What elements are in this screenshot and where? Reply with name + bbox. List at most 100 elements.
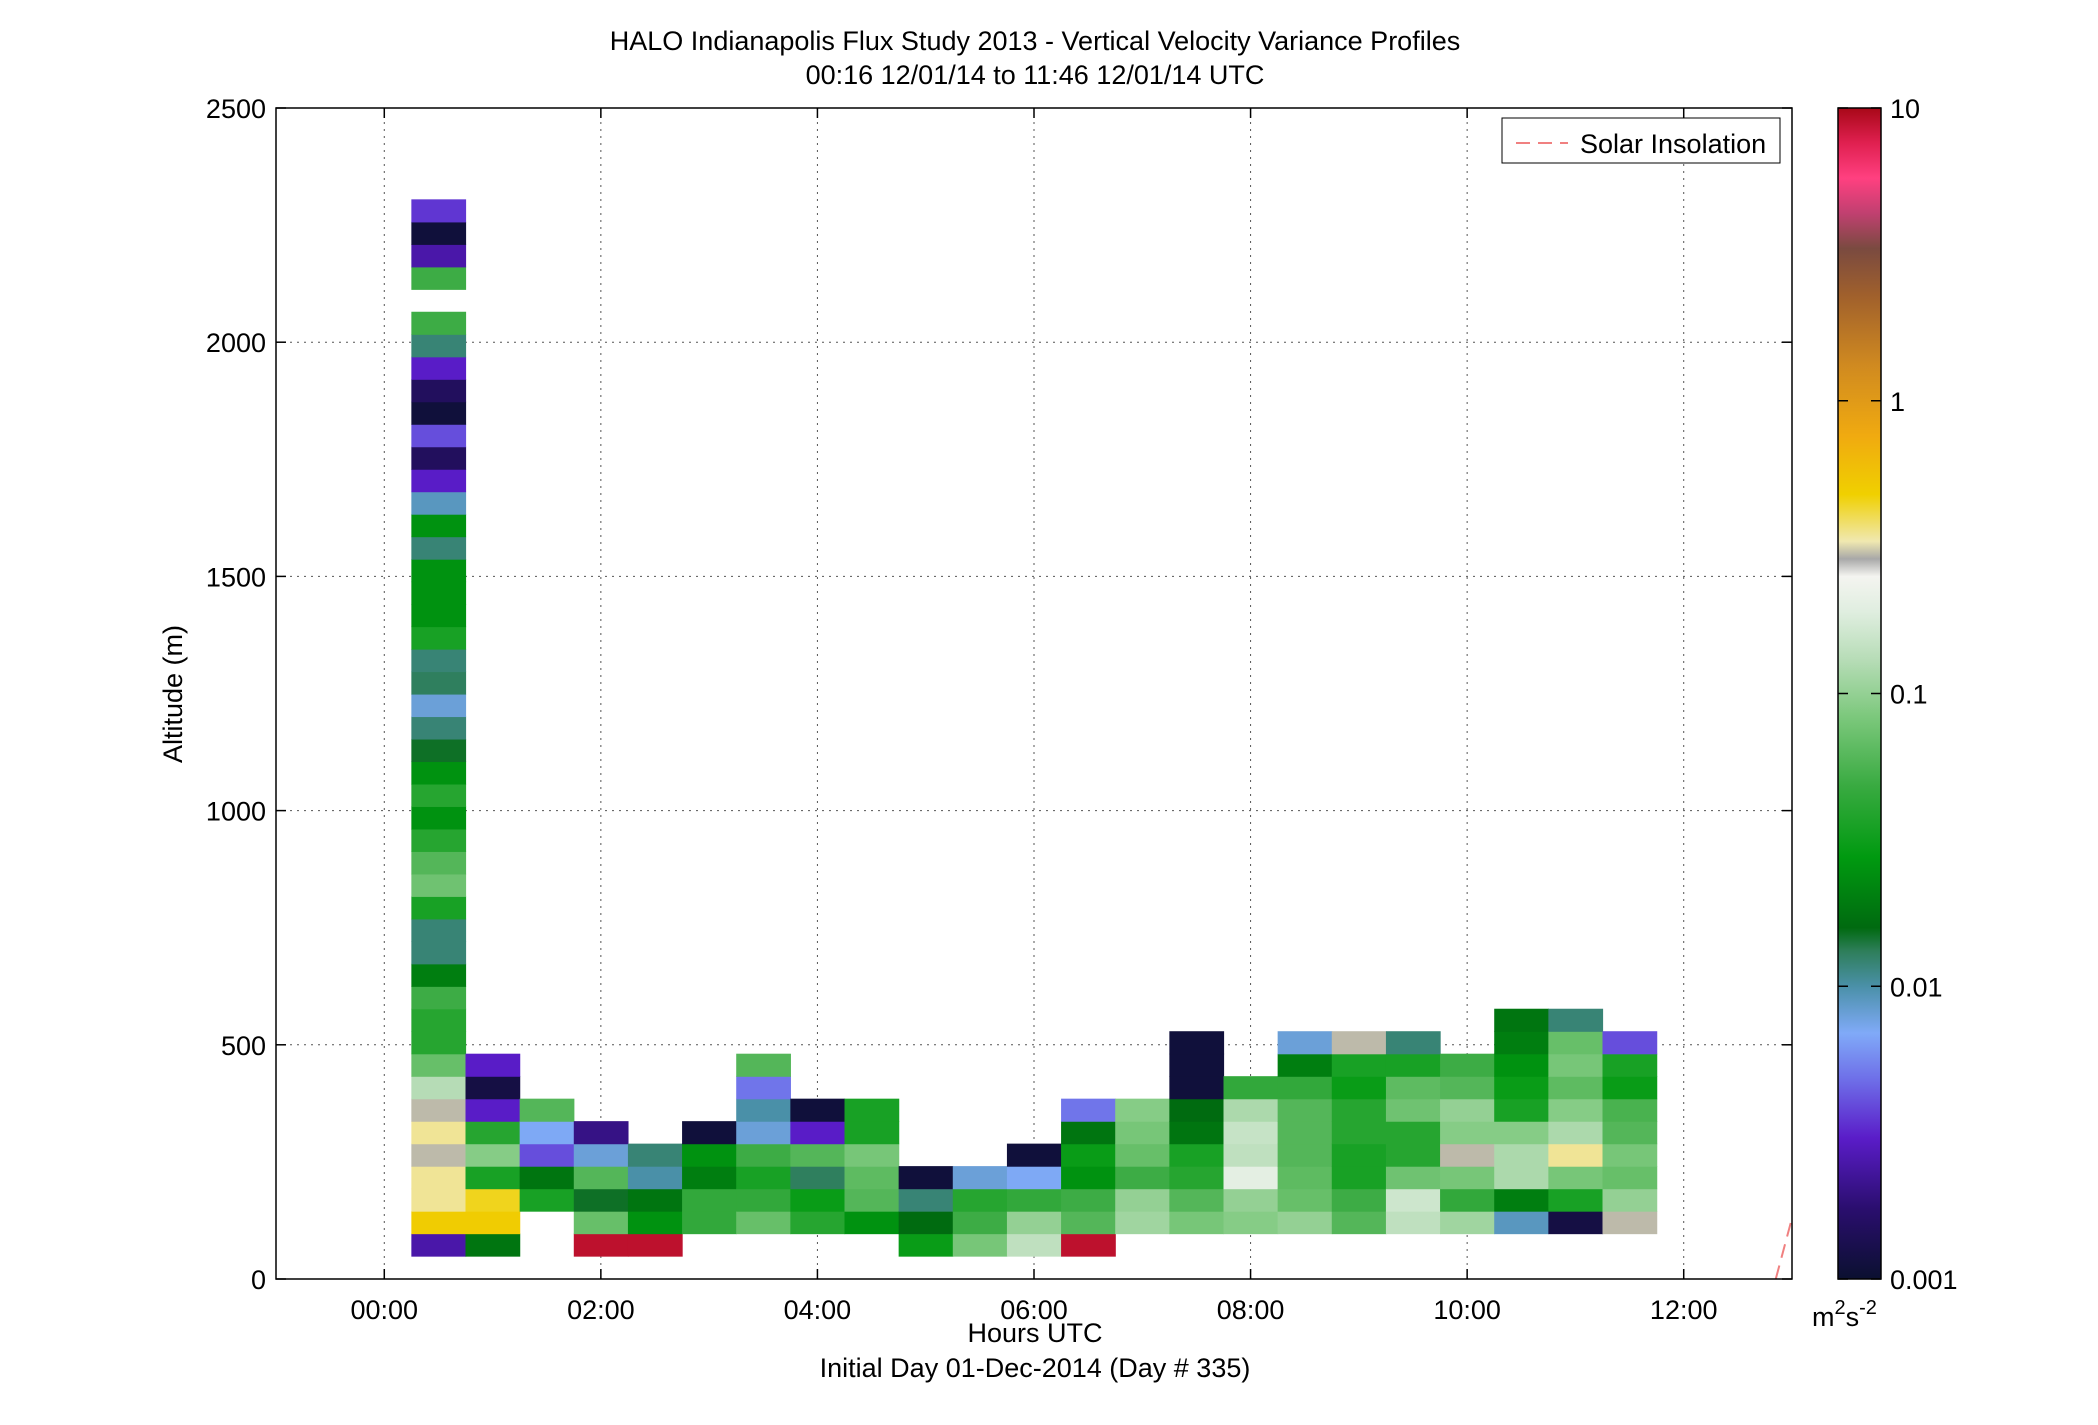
heatmap-cell (411, 671, 467, 695)
heatmap-cell (411, 446, 467, 470)
heatmap-cell (1440, 1166, 1495, 1190)
heatmap-cell (1331, 1188, 1387, 1212)
heatmap-cell (952, 1211, 1008, 1235)
x-axis-sublabel: Initial Day 01-Dec-2014 (Day # 335) (820, 1353, 1251, 1383)
heatmap-cell (1331, 1076, 1387, 1100)
y-tick-label: 2500 (206, 94, 266, 124)
axis-ticks: 00:00 02:00 04:00 06:00 08:00 10:00 12:00 0 500 1… (206, 94, 1792, 1325)
heatmap-cell (1169, 1166, 1225, 1190)
heatmap-cell (736, 1188, 791, 1212)
heatmap-cell (682, 1143, 737, 1167)
heatmap-cell (411, 896, 467, 920)
heatmap-cell (1223, 1121, 1279, 1145)
colorbar-frame (1837, 107, 1882, 1280)
x-tick-label: 08:00 (1217, 1295, 1285, 1325)
heatmap-cell (1385, 1166, 1441, 1190)
heatmap-cell (1548, 1008, 1604, 1032)
heatmap-cell (1169, 1098, 1225, 1122)
heatmap-cell (1548, 1166, 1604, 1190)
x-axis-label: Hours UTC (967, 1318, 1102, 1348)
heatmap-cell (1006, 1188, 1062, 1212)
heatmap-cell (1006, 1143, 1062, 1167)
heatmap-cell (1331, 1121, 1387, 1145)
heatmap-cell (1277, 1143, 1333, 1167)
heatmap-cell (411, 266, 467, 290)
heatmap-cell (519, 1188, 575, 1212)
colorbar: 0.001 0.01 0.1 1 10 m2s-2 (1812, 94, 1958, 1332)
colorbar-unit-m: m (1812, 1302, 1835, 1332)
colorbar-unit-s: s (1846, 1302, 1860, 1332)
heatmap-cell (1494, 1053, 1549, 1077)
heatmap-cell (1440, 1076, 1495, 1100)
heatmap-cell (1548, 1188, 1604, 1212)
heatmap-cell (411, 379, 467, 403)
heatmap-cell (790, 1098, 846, 1122)
heatmap-cell (1277, 1076, 1333, 1100)
heatmap-cell (411, 559, 467, 583)
heatmap-cell (682, 1211, 737, 1235)
heatmap-cell (465, 1166, 521, 1190)
heatmap-cell (1385, 1121, 1441, 1145)
heatmap-cell (898, 1233, 954, 1257)
heatmap-cell (519, 1143, 575, 1167)
x-tick-label: 00:00 (350, 1295, 418, 1325)
heatmap-cell (1331, 1166, 1387, 1190)
heatmap-cell (1223, 1211, 1279, 1235)
y-tick-label: 2000 (206, 328, 266, 358)
heatmap-cell (519, 1166, 575, 1190)
heatmap-cell (1548, 1031, 1604, 1055)
heatmap-cell (898, 1188, 954, 1212)
heatmap-cell (411, 873, 467, 897)
heatmap-cell (627, 1166, 683, 1190)
heatmap-cell (411, 828, 467, 852)
x-tick-label: 12:00 (1650, 1295, 1718, 1325)
heatmap-cell (736, 1143, 791, 1167)
heatmap-cell (1494, 1031, 1549, 1055)
heatmap-cell (411, 604, 467, 628)
heatmap-cell (1061, 1166, 1116, 1190)
heatmap-cell (465, 1121, 521, 1145)
heatmap-cell (1385, 1143, 1441, 1167)
heatmap-cell (1494, 1098, 1549, 1122)
heatmap-cell (1385, 1098, 1441, 1122)
heatmap-cell (411, 761, 467, 785)
heatmap-cell (1223, 1098, 1279, 1122)
heatmap-cell (573, 1188, 629, 1212)
y-tick-label: 0 (251, 1265, 266, 1295)
heatmap-cell (411, 311, 467, 335)
heatmap-cell (411, 963, 467, 987)
heatmap-cell (844, 1121, 900, 1145)
heatmap-cell (1548, 1121, 1604, 1145)
heatmap-cell (1169, 1188, 1225, 1212)
heatmap-cell (411, 334, 467, 358)
heatmap-cell (1169, 1211, 1225, 1235)
heatmap-cell (411, 1031, 467, 1055)
heatmap-cell (1385, 1053, 1441, 1077)
heatmap-cell (519, 1098, 575, 1122)
colorbar-tick-label: 0.01 (1890, 972, 1943, 1002)
heatmap-cell (411, 918, 467, 942)
heatmap-cell (1494, 1008, 1549, 1032)
heatmap-cell (1440, 1211, 1495, 1235)
heatmap-cell (1277, 1211, 1333, 1235)
heatmap-cell (1331, 1211, 1387, 1235)
colorbar-tick-label: 1 (1890, 387, 1905, 417)
heatmap-cell (1277, 1098, 1333, 1122)
heatmap-cell (411, 1166, 467, 1190)
heatmap-cell (736, 1098, 791, 1122)
heatmap-cell (1602, 1188, 1658, 1212)
colorbar-unit-exp2: -2 (1859, 1297, 1877, 1319)
solar-insolation-series (1774, 1217, 1792, 1279)
heatmap-cells (411, 199, 1658, 1257)
heatmap-cell (1602, 1143, 1658, 1167)
heatmap-cell (1494, 1076, 1549, 1100)
heatmap-cell (465, 1098, 521, 1122)
heatmap-cell (1331, 1053, 1387, 1077)
chart-subtitle: 00:16 12/01/14 to 11:46 12/01/14 UTC (806, 60, 1265, 90)
heatmap-cell (411, 491, 467, 515)
chart-title: HALO Indianapolis Flux Study 2013 - Vert… (610, 26, 1460, 56)
y-tick-label: 1500 (206, 562, 266, 592)
heatmap-cell (1169, 1053, 1225, 1077)
heatmap-cell (898, 1166, 954, 1190)
